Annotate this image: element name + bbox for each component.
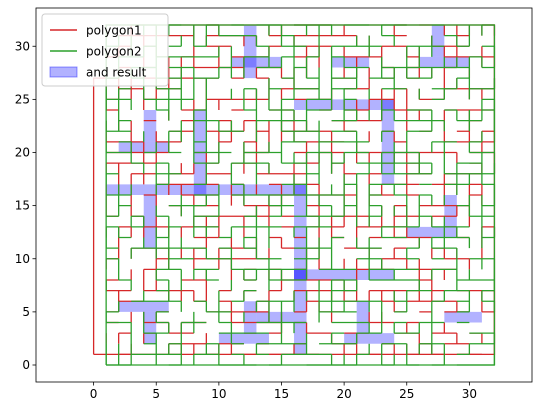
y-tick-label: 30 bbox=[15, 39, 30, 53]
and-result-region bbox=[294, 269, 395, 280]
and-result-region bbox=[143, 110, 157, 142]
x-tick-label: 15 bbox=[274, 387, 289, 401]
plot-area bbox=[92, 24, 496, 366]
legend-label: polygon2 bbox=[86, 45, 142, 59]
and-result-region bbox=[231, 56, 282, 68]
legend: polygon1 polygon2 and result bbox=[41, 13, 169, 87]
y-axis: 0 5 10 15 20 25 30 bbox=[15, 39, 36, 372]
y-tick-label: 25 bbox=[15, 92, 30, 106]
polygon2-outline bbox=[105, 24, 496, 366]
y-tick-label: 20 bbox=[15, 146, 30, 160]
and-result-region bbox=[431, 25, 445, 57]
legend-box bbox=[41, 13, 169, 87]
y-tick-label: 5 bbox=[22, 305, 30, 319]
polygon2-series bbox=[105, 24, 496, 366]
y-tick-label: 10 bbox=[15, 252, 30, 266]
and-result-region bbox=[331, 56, 370, 68]
and-result-region bbox=[444, 195, 457, 227]
and-result-region bbox=[243, 25, 257, 79]
and-result-region bbox=[381, 99, 395, 185]
legend-label: and result bbox=[86, 66, 147, 80]
x-tick-label: 5 bbox=[152, 387, 160, 401]
and-result-region bbox=[243, 301, 257, 334]
and-result-region bbox=[143, 311, 157, 344]
and-result-region bbox=[356, 301, 370, 334]
and-result-region bbox=[344, 333, 395, 344]
and-result-region bbox=[294, 184, 307, 280]
x-tick-label: 20 bbox=[336, 387, 351, 401]
and-result-region bbox=[406, 226, 457, 238]
and-result-region bbox=[256, 311, 295, 323]
axes-frame bbox=[35, 7, 533, 383]
y-tick-label: 15 bbox=[15, 199, 30, 213]
and-result-region bbox=[444, 311, 482, 323]
x-tick-label: 30 bbox=[462, 387, 477, 401]
legend-label: polygon1 bbox=[86, 24, 142, 38]
x-tick-label: 0 bbox=[90, 387, 98, 401]
x-axis: 0 5 10 15 20 25 30 bbox=[90, 382, 477, 401]
x-tick-label: 25 bbox=[399, 387, 414, 401]
x-tick-label: 10 bbox=[211, 387, 226, 401]
and-result-region bbox=[218, 333, 269, 344]
and-result-region bbox=[193, 110, 207, 185]
and-result-region bbox=[118, 301, 169, 312]
and-result-region bbox=[193, 184, 307, 195]
and-result-region bbox=[143, 195, 157, 249]
y-tick-label: 0 bbox=[22, 358, 30, 372]
legend-swatch bbox=[49, 66, 78, 78]
plot-contents bbox=[92, 24, 496, 366]
